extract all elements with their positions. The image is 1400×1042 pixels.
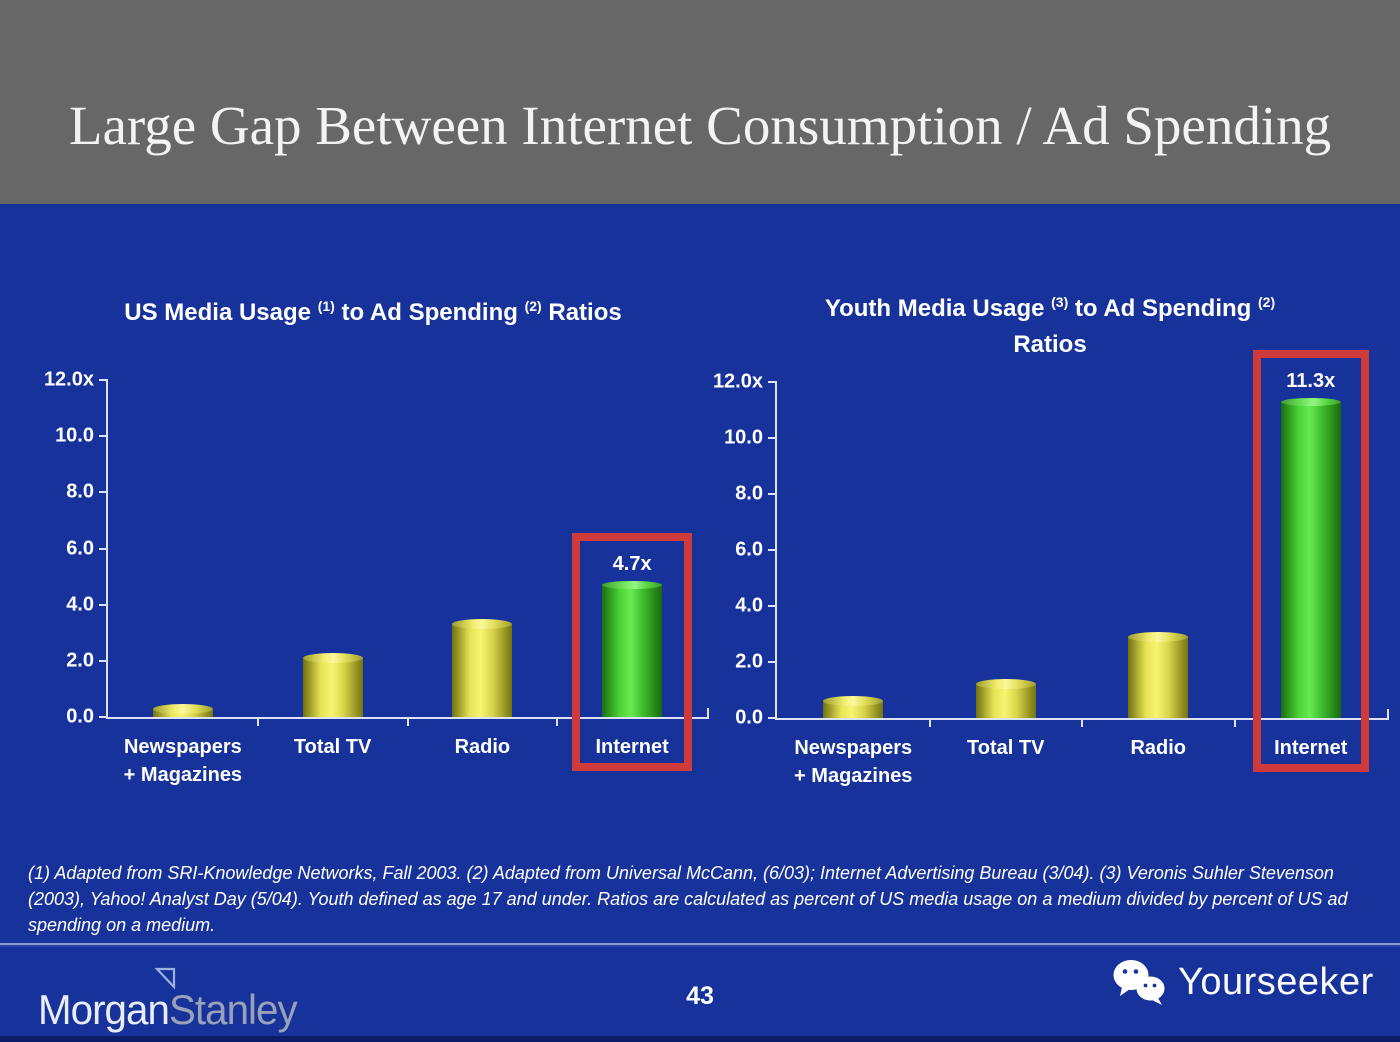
bar-value-label: 11.3x	[1286, 369, 1336, 392]
x-axis-tick	[556, 717, 559, 726]
footer-divider	[0, 943, 1400, 947]
y-axis-label: 4.0	[735, 594, 763, 617]
y-axis-tick	[99, 603, 108, 606]
y-axis-label: 12.0x	[43, 368, 94, 391]
y-axis-tick	[99, 547, 108, 550]
category-label: Newspapers + Magazines	[123, 736, 243, 786]
watermark-label: Yourseeker	[1178, 960, 1374, 1003]
y-axis-tick	[99, 659, 108, 662]
y-axis-label: 6.0	[735, 538, 763, 561]
category-label: Newspapers + Magazines	[794, 737, 913, 787]
y-axis-label: 8.0	[66, 480, 94, 503]
wechat-icon	[1113, 960, 1165, 1005]
y-axis-tick	[768, 437, 777, 439]
chart-title-us-media: US Media Usage (1) to Ad Spending (2) Ra…	[124, 298, 622, 326]
bar-newspapers-magazines	[823, 696, 884, 718]
morgan-stanley-wordmark: MorganStanley	[38, 986, 345, 1034]
page-number: 43	[686, 982, 714, 1010]
y-axis-tick	[768, 493, 777, 495]
category-label: Radio	[1130, 737, 1187, 759]
y-axis-label: 0.0	[66, 705, 94, 728]
y-axis-tick	[768, 549, 777, 551]
y-axis-label: 0.0	[735, 706, 763, 729]
y-axis-label: 12.0x	[712, 370, 763, 393]
category-label: Radio	[454, 736, 511, 758]
plot-area-us-media: 12.0x 10.0 8.0 6.0 4.0 2.0 0.0 Newspapers + Maga…	[44, 369, 709, 786]
y-axis-label: 8.0	[735, 482, 763, 505]
y-axis-tick	[768, 661, 777, 663]
x-axis-endcap	[707, 708, 709, 719]
plot-area-youth-media: 12.0x 10.0 8.0 6.0 4.0 2.0 0.0 Newspapers + Maga…	[713, 349, 1389, 787]
slide-header: Large Gap Between Internet Consumption /…	[0, 0, 1400, 204]
y-axis-label: 10.0	[724, 426, 763, 449]
title-superscript: (2)	[524, 298, 542, 314]
y-axis-tick	[99, 435, 108, 438]
title-superscript: (1)	[317, 298, 335, 314]
y-axis-tick	[768, 605, 777, 607]
x-axis-tick	[1233, 718, 1236, 727]
bar-internet	[1280, 397, 1341, 718]
y-axis-tick	[99, 491, 108, 494]
y-axis-tick	[768, 381, 777, 383]
x-axis-tick	[1081, 718, 1083, 727]
morgan-stanley-triangle-icon	[154, 967, 176, 990]
bar-newspapers-magazines	[152, 703, 213, 717]
y-axis-tick	[99, 379, 108, 381]
title-superscript: (2)	[1258, 294, 1276, 310]
bar-radio	[452, 619, 513, 717]
bottom-edge-strip	[0, 1036, 1400, 1042]
y-axis-tick	[768, 717, 777, 719]
bar-radio	[1128, 631, 1189, 718]
ms-word-stanley: Stanley	[168, 986, 298, 1033]
category-label: Total TV	[293, 736, 372, 758]
title-superscript: (3)	[1051, 294, 1069, 310]
category-label: Total TV	[967, 737, 1045, 759]
x-axis-tick	[928, 718, 931, 727]
ms-word-morgan: Morgan	[38, 986, 170, 1033]
footnote: (1) Adapted from SRI-Knowledge Networks,…	[28, 863, 1348, 935]
x-axis-tick	[256, 717, 259, 726]
highlight-box	[572, 533, 693, 771]
bar-internet	[602, 581, 663, 717]
slide-title: Large Gap Between Internet Consumption /…	[68, 94, 1332, 156]
bar-total-tv	[302, 653, 363, 717]
x-axis-tick	[406, 717, 409, 726]
category-label: Internet	[595, 736, 669, 758]
chart-title-youth-media: Youth Media Usage (3) to Ad Spending (2)…	[824, 294, 1276, 358]
morgan-stanley-logo: MorganStanley	[38, 966, 358, 1033]
y-axis-label: 2.0	[735, 650, 763, 673]
bar-value-label: 4.7x	[612, 553, 652, 575]
bar-total-tv	[975, 679, 1036, 718]
yourseeker-watermark: Yourseeker	[1112, 958, 1374, 1006]
y-axis-tick	[99, 716, 108, 718]
y-axis-label: 4.0	[66, 593, 94, 616]
y-axis-label: 2.0	[66, 649, 94, 672]
y-axis-label: 10.0	[55, 424, 94, 447]
highlight-box	[1252, 349, 1369, 772]
category-label: Internet	[1274, 737, 1348, 759]
x-axis-endcap	[1387, 709, 1389, 720]
y-axis-label: 6.0	[66, 537, 94, 559]
